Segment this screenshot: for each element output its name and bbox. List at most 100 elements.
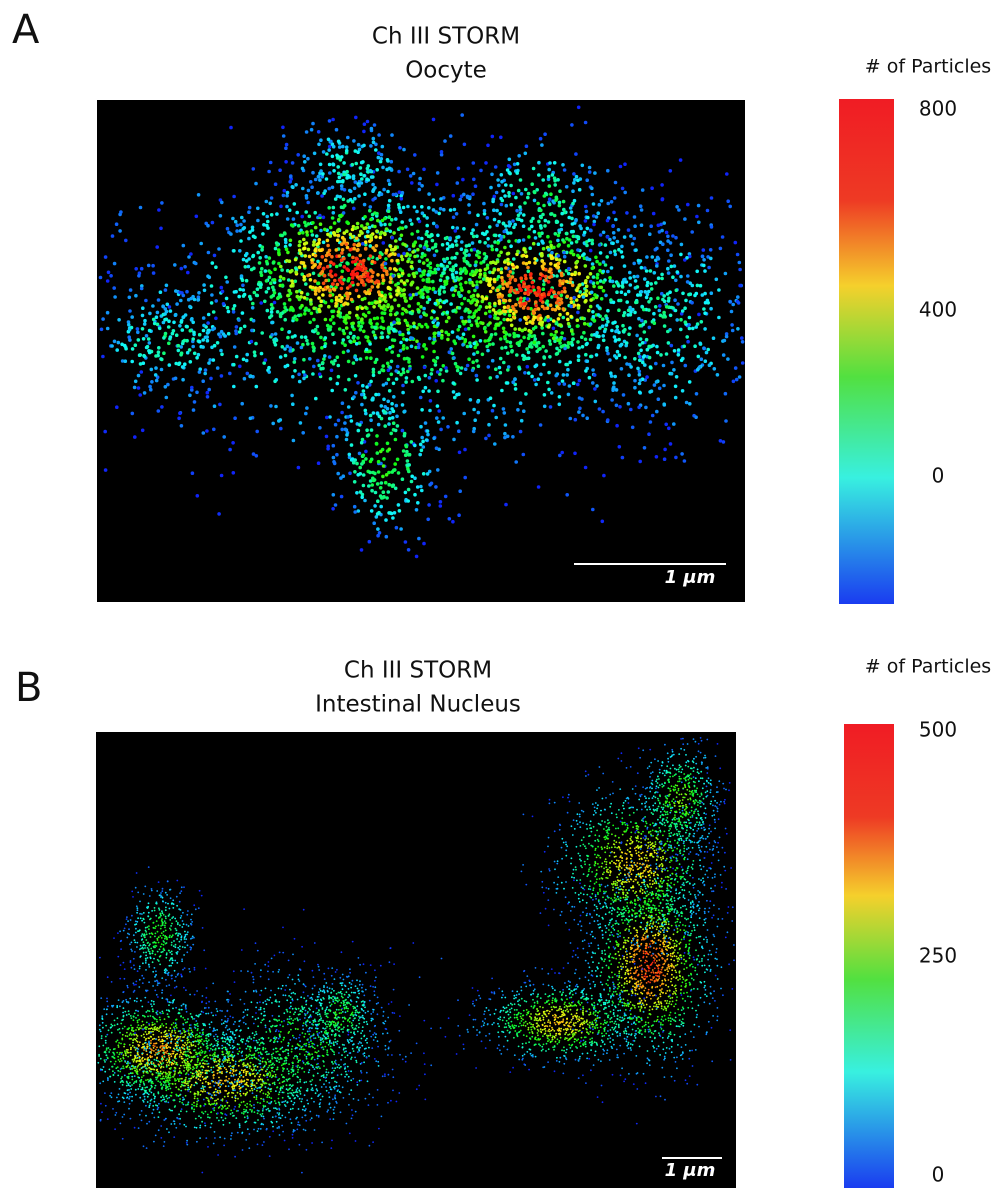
particle: [514, 310, 518, 314]
particle: [180, 351, 184, 355]
particle: [544, 278, 548, 282]
particle: [535, 293, 539, 297]
particle: [210, 301, 214, 305]
particle: [265, 215, 269, 219]
particle: [394, 217, 398, 221]
particle: [527, 235, 531, 239]
particle: [118, 229, 122, 233]
particle: [571, 202, 575, 206]
particle: [625, 211, 629, 215]
particle: [413, 476, 417, 480]
particle: [314, 292, 318, 296]
particle: [459, 282, 463, 286]
particle: [342, 257, 346, 261]
particle: [402, 206, 406, 210]
particle: [266, 1076, 268, 1078]
particle: [286, 294, 290, 298]
particle: [195, 1037, 197, 1039]
particle: [114, 1081, 116, 1083]
particle: [180, 1036, 182, 1038]
particle: [394, 487, 398, 491]
particle: [543, 132, 547, 136]
particle: [680, 243, 684, 247]
particle: [416, 501, 420, 505]
particle: [639, 349, 643, 353]
particle: [602, 270, 606, 274]
particle: [342, 211, 346, 215]
particle: [141, 1035, 143, 1037]
particle: [279, 418, 283, 422]
particle: [306, 292, 310, 296]
particle: [193, 1084, 195, 1086]
particle: [154, 1045, 156, 1047]
particle: [569, 297, 573, 301]
particle: [533, 261, 537, 265]
particle: [483, 212, 487, 216]
particle: [302, 370, 306, 374]
particle: [443, 139, 447, 143]
particle: [148, 312, 152, 316]
particle: [203, 1099, 205, 1101]
particle: [638, 355, 642, 359]
particle: [595, 384, 599, 388]
particle: [724, 272, 728, 276]
particle: [342, 338, 346, 342]
particle: [501, 189, 505, 193]
particle: [304, 412, 308, 416]
particle: [393, 462, 397, 466]
particle: [101, 1037, 103, 1039]
particle: [101, 1015, 103, 1017]
particle: [370, 127, 374, 131]
microscopy-image: [96, 732, 736, 1188]
particle: [539, 272, 543, 276]
particle: [240, 274, 244, 278]
particle: [533, 199, 537, 203]
particle: [362, 264, 366, 268]
particle: [360, 181, 364, 185]
particle: [610, 374, 614, 378]
particle: [444, 495, 448, 499]
particle: [198, 333, 202, 337]
particle: [443, 290, 447, 294]
particle: [488, 305, 492, 309]
particle: [341, 179, 345, 183]
particle: [404, 491, 408, 495]
particle: [524, 152, 528, 156]
particle: [284, 365, 288, 369]
particle: [135, 984, 137, 986]
particle: [140, 1000, 142, 1002]
particle: [679, 318, 683, 322]
particle: [708, 363, 712, 367]
particle: [352, 207, 356, 211]
particle: [626, 313, 630, 317]
particle: [388, 346, 392, 350]
particle: [284, 160, 288, 164]
particle: [279, 295, 283, 299]
particle: [252, 319, 256, 323]
particle: [187, 1058, 189, 1060]
particle: [136, 327, 140, 331]
particle: [571, 284, 575, 288]
particle: [512, 226, 516, 230]
particle: [636, 275, 640, 279]
particle: [597, 313, 601, 317]
particle: [139, 353, 143, 357]
particle: [408, 254, 412, 258]
particle: [614, 338, 618, 342]
particle: [375, 229, 379, 233]
particle: [582, 331, 586, 335]
particle: [701, 255, 705, 259]
particle: [434, 290, 438, 294]
particle: [522, 224, 526, 228]
particle: [370, 483, 374, 487]
particle: [571, 222, 575, 226]
particle: [332, 444, 336, 448]
particle: [283, 302, 287, 306]
particle: [271, 422, 275, 426]
particle: [677, 348, 681, 352]
particle: [506, 258, 510, 262]
particle: [305, 130, 309, 134]
particle: [412, 322, 416, 326]
particle: [458, 337, 462, 341]
particle: [406, 463, 410, 467]
